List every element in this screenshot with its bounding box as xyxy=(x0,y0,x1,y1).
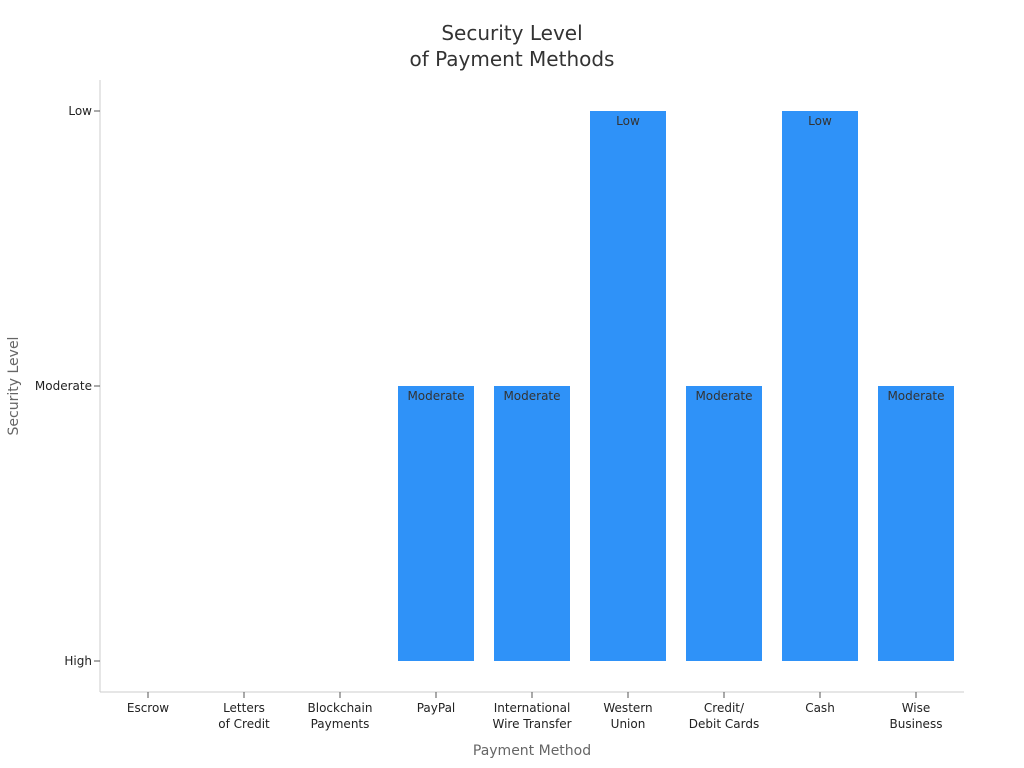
x-tick-label: Union xyxy=(611,717,646,731)
bar xyxy=(590,111,666,661)
y-tick-label: High xyxy=(64,654,92,668)
bar-value-label: Moderate xyxy=(407,389,464,403)
x-tick-label: Western xyxy=(603,701,652,715)
bar xyxy=(686,386,762,661)
x-tick-label: Cash xyxy=(805,701,835,715)
x-tick-label: Business xyxy=(890,717,943,731)
y-ticks-group: High Moderate Low xyxy=(35,104,100,668)
x-ticks-group: Escrow Letters of Credit Blockchain Payments… xyxy=(127,692,943,731)
x-tick-label: Blockchain xyxy=(308,701,373,715)
bars-group xyxy=(398,111,954,661)
x-tick-label: Credit/ xyxy=(704,701,745,715)
y-tick-label: Moderate xyxy=(35,379,92,393)
bar xyxy=(878,386,954,661)
x-tick-label: Escrow xyxy=(127,701,169,715)
x-tick-label: Payments xyxy=(311,717,370,731)
bar xyxy=(782,111,858,661)
bar xyxy=(398,386,474,661)
bar-value-label: Low xyxy=(808,114,832,128)
x-tick-label: PayPal xyxy=(417,701,456,715)
x-tick-label: International xyxy=(494,701,571,715)
y-axis-label: Security Level xyxy=(6,337,22,436)
bar xyxy=(494,386,570,661)
x-tick-label: of Credit xyxy=(218,717,270,731)
x-tick-label: Debit Cards xyxy=(689,717,759,731)
chart-title-line-2: of Payment Methods xyxy=(410,47,615,71)
x-tick-label: Wire Transfer xyxy=(492,717,571,731)
bar-value-label: Moderate xyxy=(695,389,752,403)
bar-labels-group: Moderate Moderate Low Moderate Low Moderate xyxy=(407,114,944,403)
bar-value-label: Moderate xyxy=(503,389,560,403)
x-axis-label: Payment Method xyxy=(473,743,591,759)
bar-value-label: Low xyxy=(616,114,640,128)
bar-value-label: Moderate xyxy=(887,389,944,403)
x-tick-label: Letters xyxy=(223,701,265,715)
chart-title-line-1: Security Level xyxy=(441,21,582,45)
y-tick-label: Low xyxy=(68,104,92,118)
x-tick-label: Wise xyxy=(902,701,931,715)
